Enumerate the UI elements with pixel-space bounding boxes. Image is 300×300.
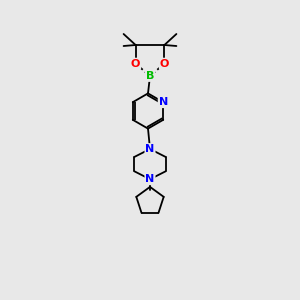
Text: B: B <box>146 71 154 81</box>
Text: O: O <box>160 58 169 69</box>
Text: N: N <box>159 97 168 107</box>
Text: N: N <box>146 144 154 154</box>
Text: N: N <box>146 174 154 184</box>
Text: O: O <box>131 58 140 69</box>
